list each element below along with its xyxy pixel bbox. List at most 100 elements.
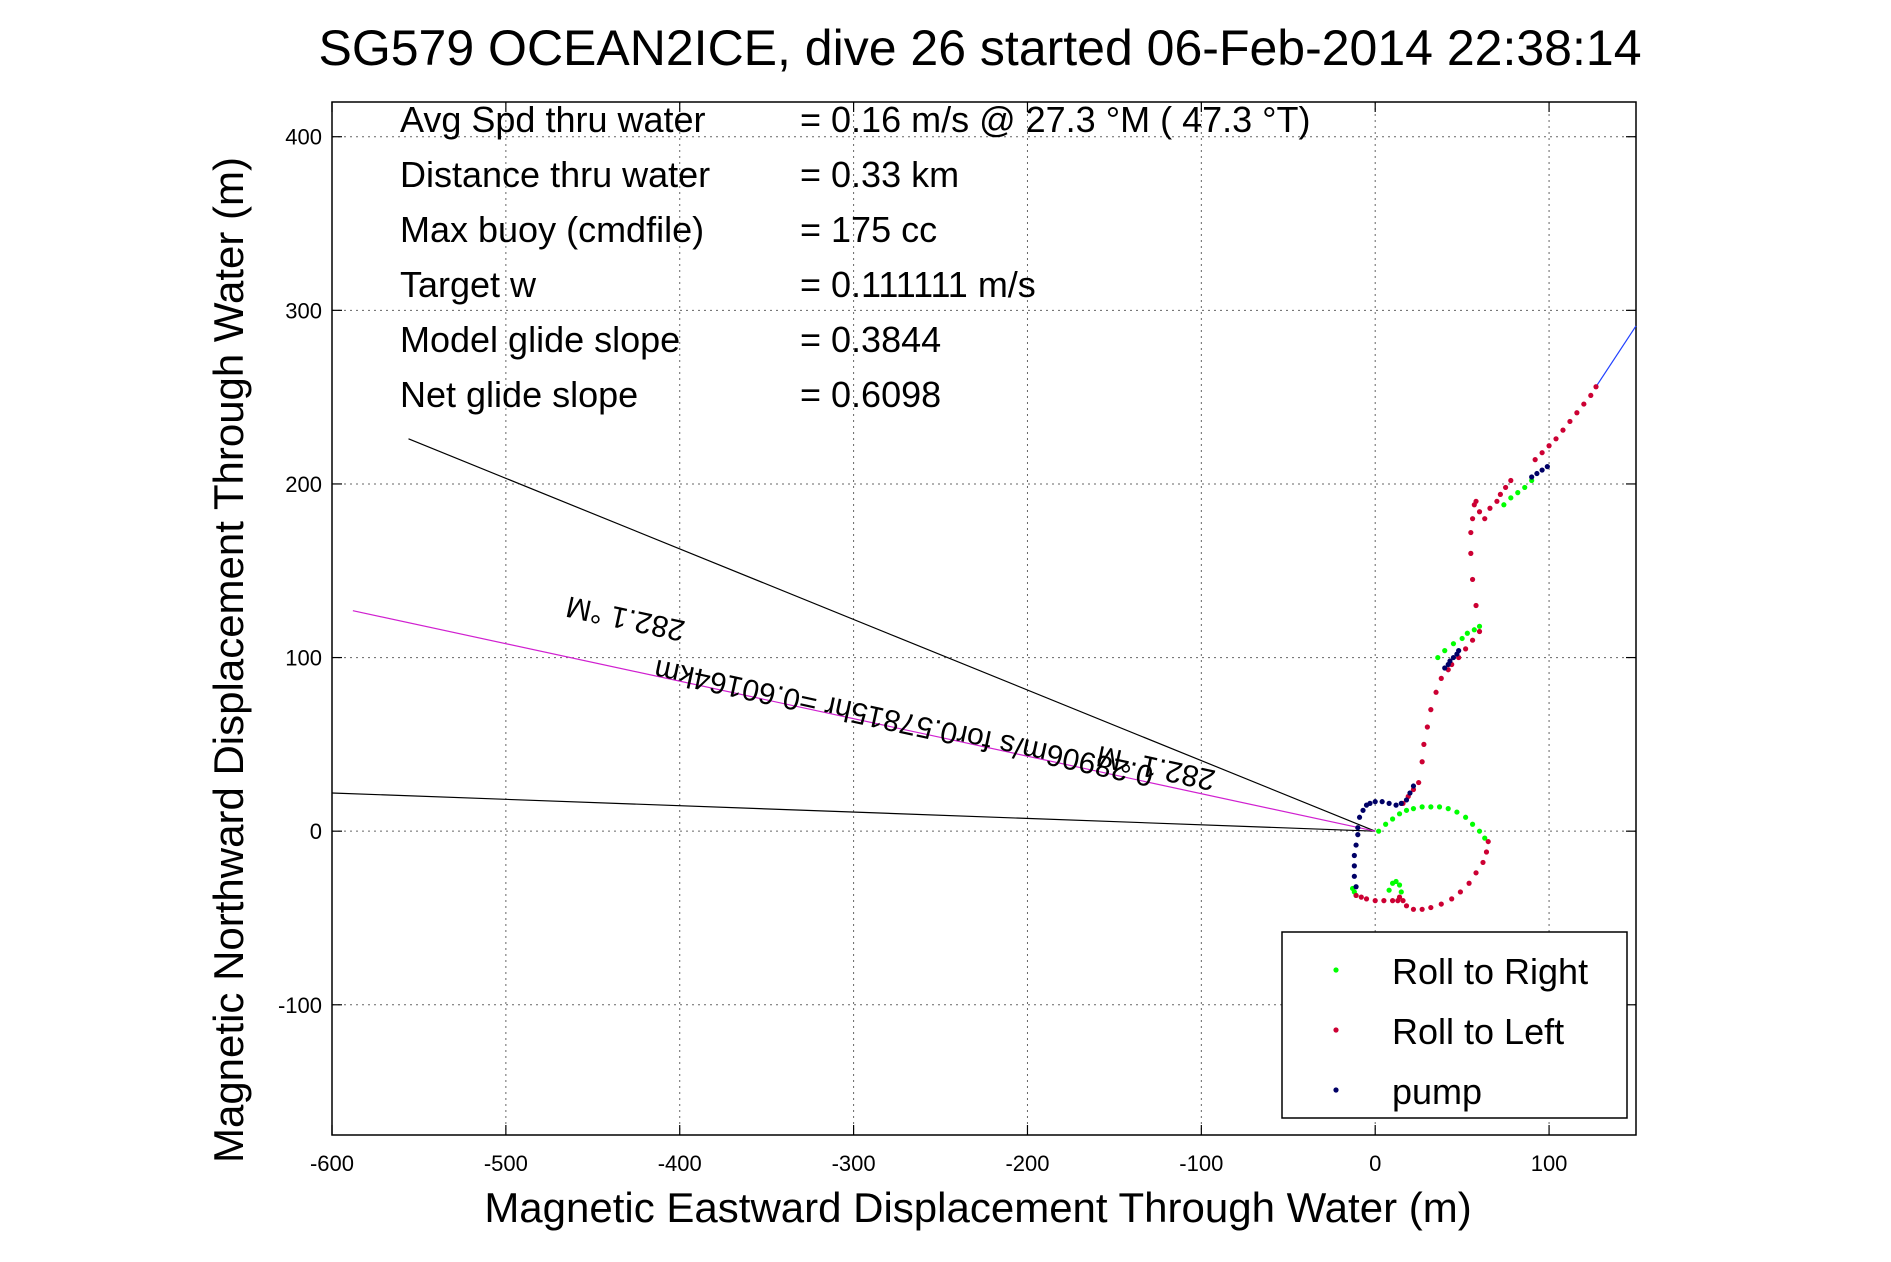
point-roll-to-right [1376,828,1382,834]
point-roll-to-right [1389,816,1396,822]
x-tick-label: -600 [310,1151,354,1176]
point-roll-to-left [1494,498,1500,504]
point-roll-to-left [1466,880,1472,886]
point-roll-to-left [1476,509,1483,515]
grid [332,102,1636,1135]
point-pump [1407,790,1413,796]
point-roll-to-left [1476,628,1483,635]
point-roll-to-left [1400,898,1406,904]
point-roll-to-left [1416,779,1422,786]
stat-label: Distance thru water [400,154,710,195]
point-roll-to-left [1363,896,1370,902]
point-roll-to-right [1454,809,1460,815]
point-pump [1353,842,1359,848]
point-roll-to-right [1428,804,1434,810]
point-roll-to-left [1372,898,1378,904]
point-roll-to-right [1459,635,1465,642]
point-pump [1534,470,1540,477]
point-roll-to-left [1468,529,1474,536]
point-roll-to-right [1501,502,1507,508]
stat-value: = 0.33 km [800,154,959,195]
stat-label: Net glide slope [400,374,638,415]
point-roll-to-left [1468,550,1474,556]
plot-area: -600 -500 -400 -300 -200 -100 0 100 -100 0 100 200 3… [278,101,1637,1176]
point-roll-to-left [1546,443,1552,449]
point-roll-to-right [1471,627,1477,633]
point-roll-to-left [1433,689,1439,695]
point-pump [1398,800,1404,806]
stat-value: = 0.16 m/s @ 27.3 °M ( 47.3 °T) [800,99,1311,140]
point-roll-to-left [1438,901,1444,907]
point-roll-to-right [1398,889,1404,895]
point-pump [1410,783,1417,789]
point-roll-to-left [1539,450,1545,456]
point-pump [1360,807,1366,813]
point-roll-to-left [1469,576,1476,583]
stat-value: = 175 cc [800,209,937,250]
net-track [1595,325,1637,388]
point-roll-to-left [1438,675,1444,681]
point-roll-to-left [1469,516,1476,522]
reference-lines [331,325,1637,832]
point-roll-to-right [1436,804,1443,810]
legend-label: Roll to Left [1392,1011,1564,1052]
point-roll-to-left [1581,401,1587,407]
point-roll-to-right [1476,623,1483,629]
x-tick-label: -300 [832,1151,876,1176]
point-pump [1450,654,1457,661]
x-tick-label: 100 [1531,1151,1568,1176]
point-roll-to-left [1469,637,1476,643]
point-roll-to-left [1560,427,1566,433]
point-roll-to-right [1396,811,1403,817]
point-roll-to-right [1403,807,1410,813]
point-pump [1351,852,1357,859]
point-roll-to-left [1403,903,1410,909]
legend-marker [1333,1087,1339,1093]
legend-label: Roll to Right [1392,951,1588,992]
axis-ticks: -600 -500 -400 -300 -200 -100 0 100 -100 0 100 200 3… [278,102,1636,1176]
point-pump [1386,800,1392,806]
y-tick-label: 0 [310,819,322,844]
x-tick-label: -100 [1179,1151,1223,1176]
point-roll-to-left [1358,894,1364,900]
point-roll-to-left [1532,457,1538,463]
x-axis-label: Magnetic Eastward Displacement Through W… [484,1184,1471,1231]
point-pump [1356,814,1363,820]
point-roll-to-left [1421,741,1427,747]
stat-value: = 0.6098 [800,374,941,415]
point-pump [1372,799,1378,805]
stat-label: Avg Spd thru water [400,99,706,140]
point-roll-to-left [1482,516,1488,522]
point-pump [1353,884,1359,890]
point-roll-to-left [1567,418,1573,425]
point-pump [1403,797,1410,803]
point-roll-to-right [1445,806,1451,812]
point-pump [1529,474,1535,480]
y-tick-label: 300 [285,298,322,323]
point-roll-to-right [1482,835,1488,841]
point-roll-to-left [1389,898,1396,904]
y-tick-label: 400 [285,125,322,150]
bearing-line-lower [331,792,1376,832]
y-axis-label: Magnetic Northward Displacement Through … [205,157,252,1163]
point-roll-to-left [1353,892,1359,899]
point-roll-to-right [1450,641,1457,647]
point-roll-to-left [1424,724,1430,730]
point-roll-to-right [1396,882,1403,888]
point-pump [1456,648,1462,654]
point-roll-to-left [1593,384,1599,390]
stat-label: Target w [400,264,537,305]
point-roll-to-right [1393,878,1399,885]
legend-marker [1333,967,1339,973]
point-roll-to-left [1508,477,1514,484]
point-roll-to-left [1483,849,1490,855]
stat-label: Max buoy (cmdfile) [400,209,704,250]
point-pump [1355,825,1361,831]
point-roll-to-right [1463,814,1469,820]
point-roll-to-right [1464,630,1470,636]
point-roll-to-left [1428,707,1434,713]
point-pump [1539,467,1545,473]
point-roll-to-right [1410,806,1417,812]
point-roll-to-left [1419,906,1425,912]
